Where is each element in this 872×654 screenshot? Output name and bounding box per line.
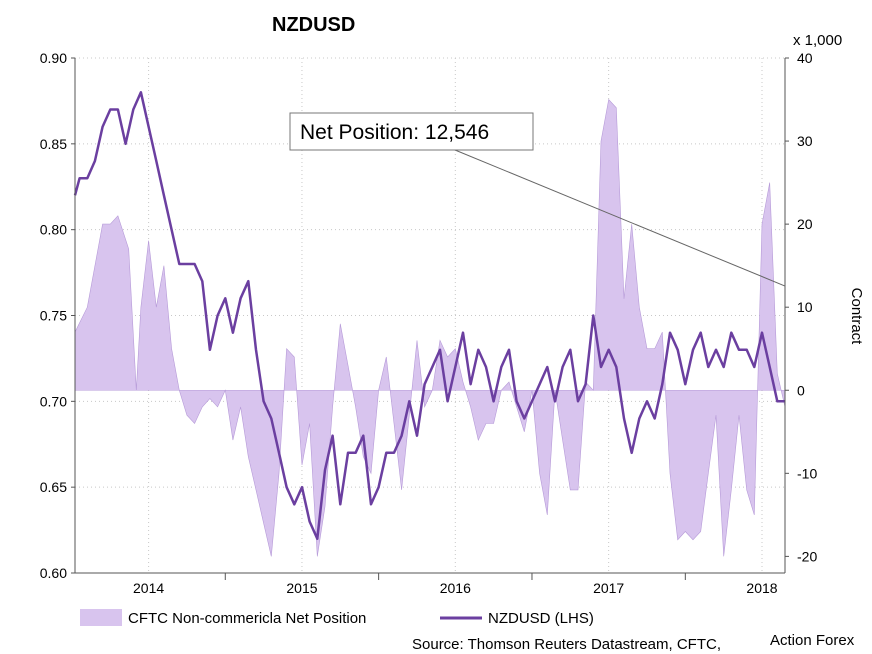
left-tick-label: 0.65 [40, 479, 67, 495]
right-tick-label: 30 [797, 133, 813, 149]
tick-labels: 0.60 0.65 0.70 0.75 0.80 0.85 0.90 -20 -10 0 10 20 3… [40, 50, 818, 596]
x-tick-label: 2015 [286, 580, 317, 596]
callout-text: Net Position: 12,546 [300, 121, 489, 144]
right-axis-label: Contract [848, 288, 865, 346]
legend-label-net-position: CFTC Non-commericla Net Position [128, 610, 366, 627]
left-tick-label: 0.85 [40, 136, 67, 152]
right-tick-label: 0 [797, 382, 805, 398]
x-tick-label: 2014 [133, 580, 164, 596]
left-tick-label: 0.70 [40, 393, 67, 409]
nzdusd-line [73, 91, 785, 540]
x-tick-label: 2018 [746, 580, 777, 596]
right-tick-label: -10 [797, 465, 817, 481]
nzdusd-line-layer [73, 91, 785, 540]
right-tick-label: 10 [797, 299, 813, 315]
legend: CFTC Non-commericla Net Position NZDUSD … [80, 609, 594, 627]
callout-leader-line [454, 149, 786, 287]
x-tick-label: 2016 [440, 580, 471, 596]
source-text: Source: Thomson Reuters Datastream, CFTC… [412, 636, 721, 653]
left-tick-label: 0.75 [40, 308, 67, 324]
net-position-area [74, 98, 786, 557]
right-axis-multiplier: x 1,000 [793, 32, 842, 49]
right-tick-label: 20 [797, 216, 813, 232]
x-tick-label: 2017 [593, 580, 624, 596]
chart-title: NZDUSD [272, 14, 355, 36]
legend-label-nzdusd: NZDUSD (LHS) [488, 610, 594, 627]
left-tick-label: 0.60 [40, 565, 67, 581]
left-tick-label: 0.90 [40, 50, 67, 66]
legend-swatch-area [80, 609, 122, 626]
net-position-area-layer [74, 98, 786, 557]
right-tick-label: -20 [797, 548, 817, 564]
brand-text: Action Forex [770, 632, 855, 649]
callout-box [289, 112, 534, 151]
left-tick-label: 0.80 [40, 222, 67, 238]
right-tick-label: 40 [797, 50, 813, 66]
annotation-callout: Net Position: 12,546 [289, 112, 786, 287]
